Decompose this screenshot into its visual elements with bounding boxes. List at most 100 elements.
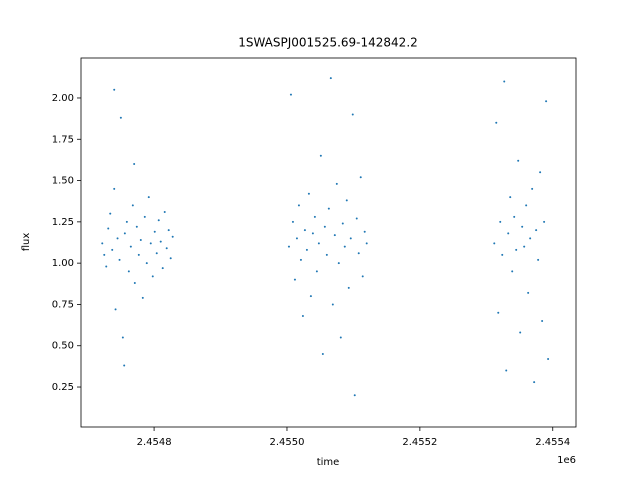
point	[539, 171, 542, 174]
point	[343, 245, 346, 248]
point	[537, 258, 540, 261]
point	[121, 336, 124, 339]
point	[517, 159, 520, 162]
point	[123, 232, 126, 235]
point	[363, 230, 366, 233]
x-axis-label: time	[317, 457, 340, 468]
point	[111, 248, 114, 251]
point	[161, 267, 164, 270]
y-tick-label: 1.50	[52, 176, 74, 187]
point	[103, 253, 106, 256]
point	[339, 336, 342, 339]
point	[133, 281, 136, 284]
point	[513, 215, 516, 218]
point	[509, 196, 512, 199]
point	[317, 242, 320, 245]
point	[133, 163, 136, 166]
point	[543, 220, 546, 223]
y-tick-label: 1.25	[52, 217, 74, 228]
point	[327, 207, 330, 210]
point	[507, 232, 510, 235]
point	[143, 215, 146, 218]
point	[145, 262, 148, 265]
point	[141, 296, 144, 299]
point	[137, 253, 140, 256]
point	[131, 204, 134, 207]
point	[113, 187, 116, 190]
point	[105, 265, 108, 268]
point	[155, 252, 158, 255]
point	[119, 116, 122, 119]
point	[113, 88, 116, 91]
point	[299, 258, 302, 261]
point	[291, 220, 294, 223]
point	[499, 220, 502, 223]
point	[149, 242, 152, 245]
x-tick-label: 2.4554	[535, 437, 570, 448]
point	[545, 100, 548, 103]
x-offset-label: 1e6	[557, 455, 576, 466]
point	[335, 182, 338, 185]
point	[147, 196, 150, 199]
point	[313, 215, 316, 218]
point	[495, 121, 498, 124]
point	[529, 237, 532, 240]
y-tick-label: 2.00	[52, 93, 74, 104]
point	[171, 235, 174, 238]
y-tick-label: 0.25	[52, 382, 74, 393]
point	[307, 192, 310, 195]
point	[345, 199, 348, 202]
point	[519, 331, 522, 334]
point	[541, 319, 544, 322]
point	[301, 315, 304, 318]
point	[319, 154, 322, 157]
chart-title: 1SWASPJ001525.69-142842.2	[238, 36, 418, 50]
point	[167, 229, 170, 232]
x-tick-label: 2.4548	[137, 437, 172, 448]
point	[305, 248, 308, 251]
point	[535, 229, 538, 232]
point	[135, 225, 138, 228]
point	[325, 253, 328, 256]
point	[297, 204, 300, 207]
point	[497, 311, 500, 314]
point	[323, 225, 326, 228]
point	[159, 240, 162, 243]
point	[505, 369, 508, 372]
point	[333, 234, 336, 237]
point	[501, 253, 504, 256]
point	[114, 308, 117, 311]
point	[169, 257, 172, 260]
point	[129, 245, 132, 248]
point	[353, 394, 356, 397]
point	[151, 275, 154, 278]
point	[521, 225, 524, 228]
point	[289, 93, 292, 96]
point	[365, 242, 368, 245]
point	[527, 291, 530, 294]
point	[309, 295, 312, 298]
point	[359, 176, 362, 179]
point	[101, 242, 104, 245]
point	[153, 230, 156, 233]
point	[116, 237, 119, 240]
y-tick-label: 1.00	[52, 258, 74, 269]
y-axis-label: flux	[21, 233, 32, 252]
point	[357, 252, 360, 255]
point	[533, 381, 536, 384]
point	[139, 239, 142, 242]
point	[337, 262, 340, 265]
point	[118, 258, 121, 261]
point	[515, 248, 518, 251]
point	[331, 303, 334, 306]
point	[503, 80, 506, 83]
point	[523, 245, 526, 248]
point	[341, 222, 344, 225]
point	[127, 270, 130, 273]
point	[361, 275, 364, 278]
point	[295, 237, 298, 240]
point	[355, 217, 358, 220]
point	[125, 220, 128, 223]
